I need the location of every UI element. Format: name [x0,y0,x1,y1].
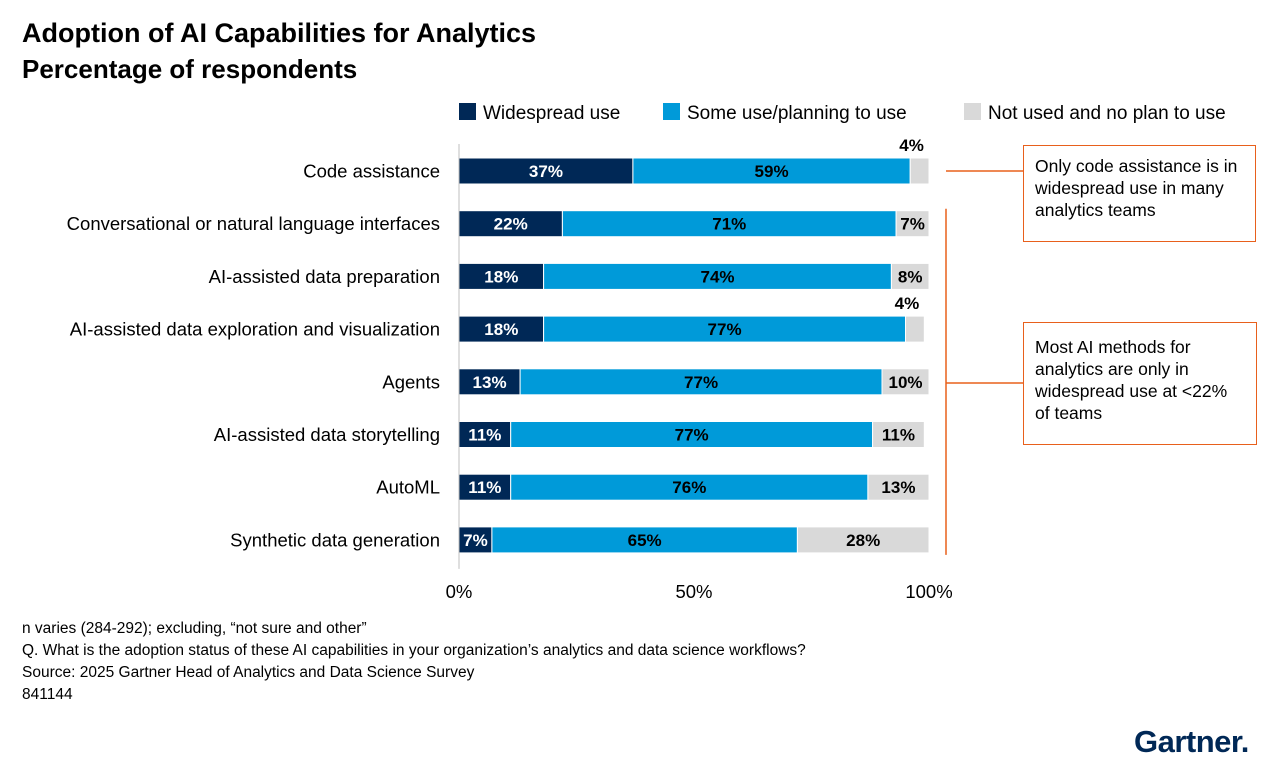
data-label: 13% [881,478,915,497]
data-label: 37% [529,162,563,181]
data-label: 22% [494,215,528,234]
category-label: AI-assisted data storytelling [214,424,440,445]
bar-segment [458,315,545,343]
footnote-source: Source: 2025 Gartner Head of Analytics a… [22,664,475,681]
data-label: 77% [708,320,742,339]
data-label: 28% [846,531,880,550]
footnotes: n varies (284-292); excluding, “not sure… [22,618,806,706]
data-label: 4% [895,294,920,313]
legend-swatch-2 [964,103,981,120]
data-label: 18% [484,267,518,286]
data-label: 13% [473,373,507,392]
bar-segment [895,210,930,238]
bar-segment [881,368,930,396]
bar-segment [909,157,930,185]
category-label: AutoML [376,477,440,498]
bar-segment [890,262,930,290]
bar-segment [867,473,930,501]
stacked-bar-chart: Widespread use Some use/planning to use No… [67,103,1226,602]
footnote-sample-size: n varies (284-292); excluding, “not sure… [22,620,367,637]
category-label: Conversational or natural language inter… [67,213,440,234]
bar-segment [458,262,545,290]
data-label: 77% [684,373,718,392]
data-label: 77% [675,426,709,445]
data-label: 76% [672,478,706,497]
data-label: 74% [700,267,734,286]
category-label: AI-assisted data preparation [209,266,440,287]
bar-segment [796,526,930,554]
callout-code-assistance: Only code assistance is in widespread us… [1023,145,1256,242]
footnote-question: Q. What is the adoption status of these … [22,642,806,659]
bar-segment [905,315,925,343]
data-label: 71% [712,215,746,234]
data-label: 11% [468,478,501,497]
footnote-id: 841144 [22,686,73,703]
data-label: 65% [628,531,662,550]
bar-segment [543,315,906,343]
logo-dot: . [1240,724,1250,759]
category-label: Synthetic data generation [230,529,440,550]
callout-most-methods: Most AI methods for analytics are only i… [1023,322,1257,445]
gartner-logo: Gartner. [1134,724,1249,760]
data-label: 10% [888,373,922,392]
data-label: 18% [484,320,518,339]
bar-segment [458,473,512,501]
bar-segment [872,421,925,448]
x-tick-label: 50% [675,581,712,602]
logo-text: Gartner [1134,724,1241,759]
category-label: AI-assisted data exploration and visuali… [70,319,440,340]
category-label: Agents [382,371,440,392]
legend-label-1: Some use/planning to use [687,103,907,124]
x-tick-label: 100% [905,581,952,602]
data-label: 7% [900,215,925,234]
legend-swatch-0 [459,103,476,120]
bar-segment [519,368,883,396]
legend-swatch-1 [663,103,680,120]
bar-segment [458,157,634,185]
legend-label-0: Widespread use [483,103,620,124]
bar-segment [510,473,869,501]
data-label: 11% [468,426,501,445]
bar-segment [561,210,897,238]
bar-segment [458,368,521,396]
chart-subtitle: Percentage of respondents [22,54,358,84]
category-label: Code assistance [303,161,440,182]
data-label: 11% [882,426,915,445]
x-tick-label: 0% [446,581,473,602]
data-label: 7% [463,531,488,550]
chart-title: Adoption of AI Capabilities for Analytic… [22,18,537,48]
bar-segment [458,421,512,448]
data-label: 8% [898,267,923,286]
data-label: 59% [755,162,789,181]
bar-segment [491,526,798,554]
legend-label-2: Not used and no plan to use [988,103,1226,124]
data-label: 4% [899,136,924,155]
bar-segment [543,262,892,290]
